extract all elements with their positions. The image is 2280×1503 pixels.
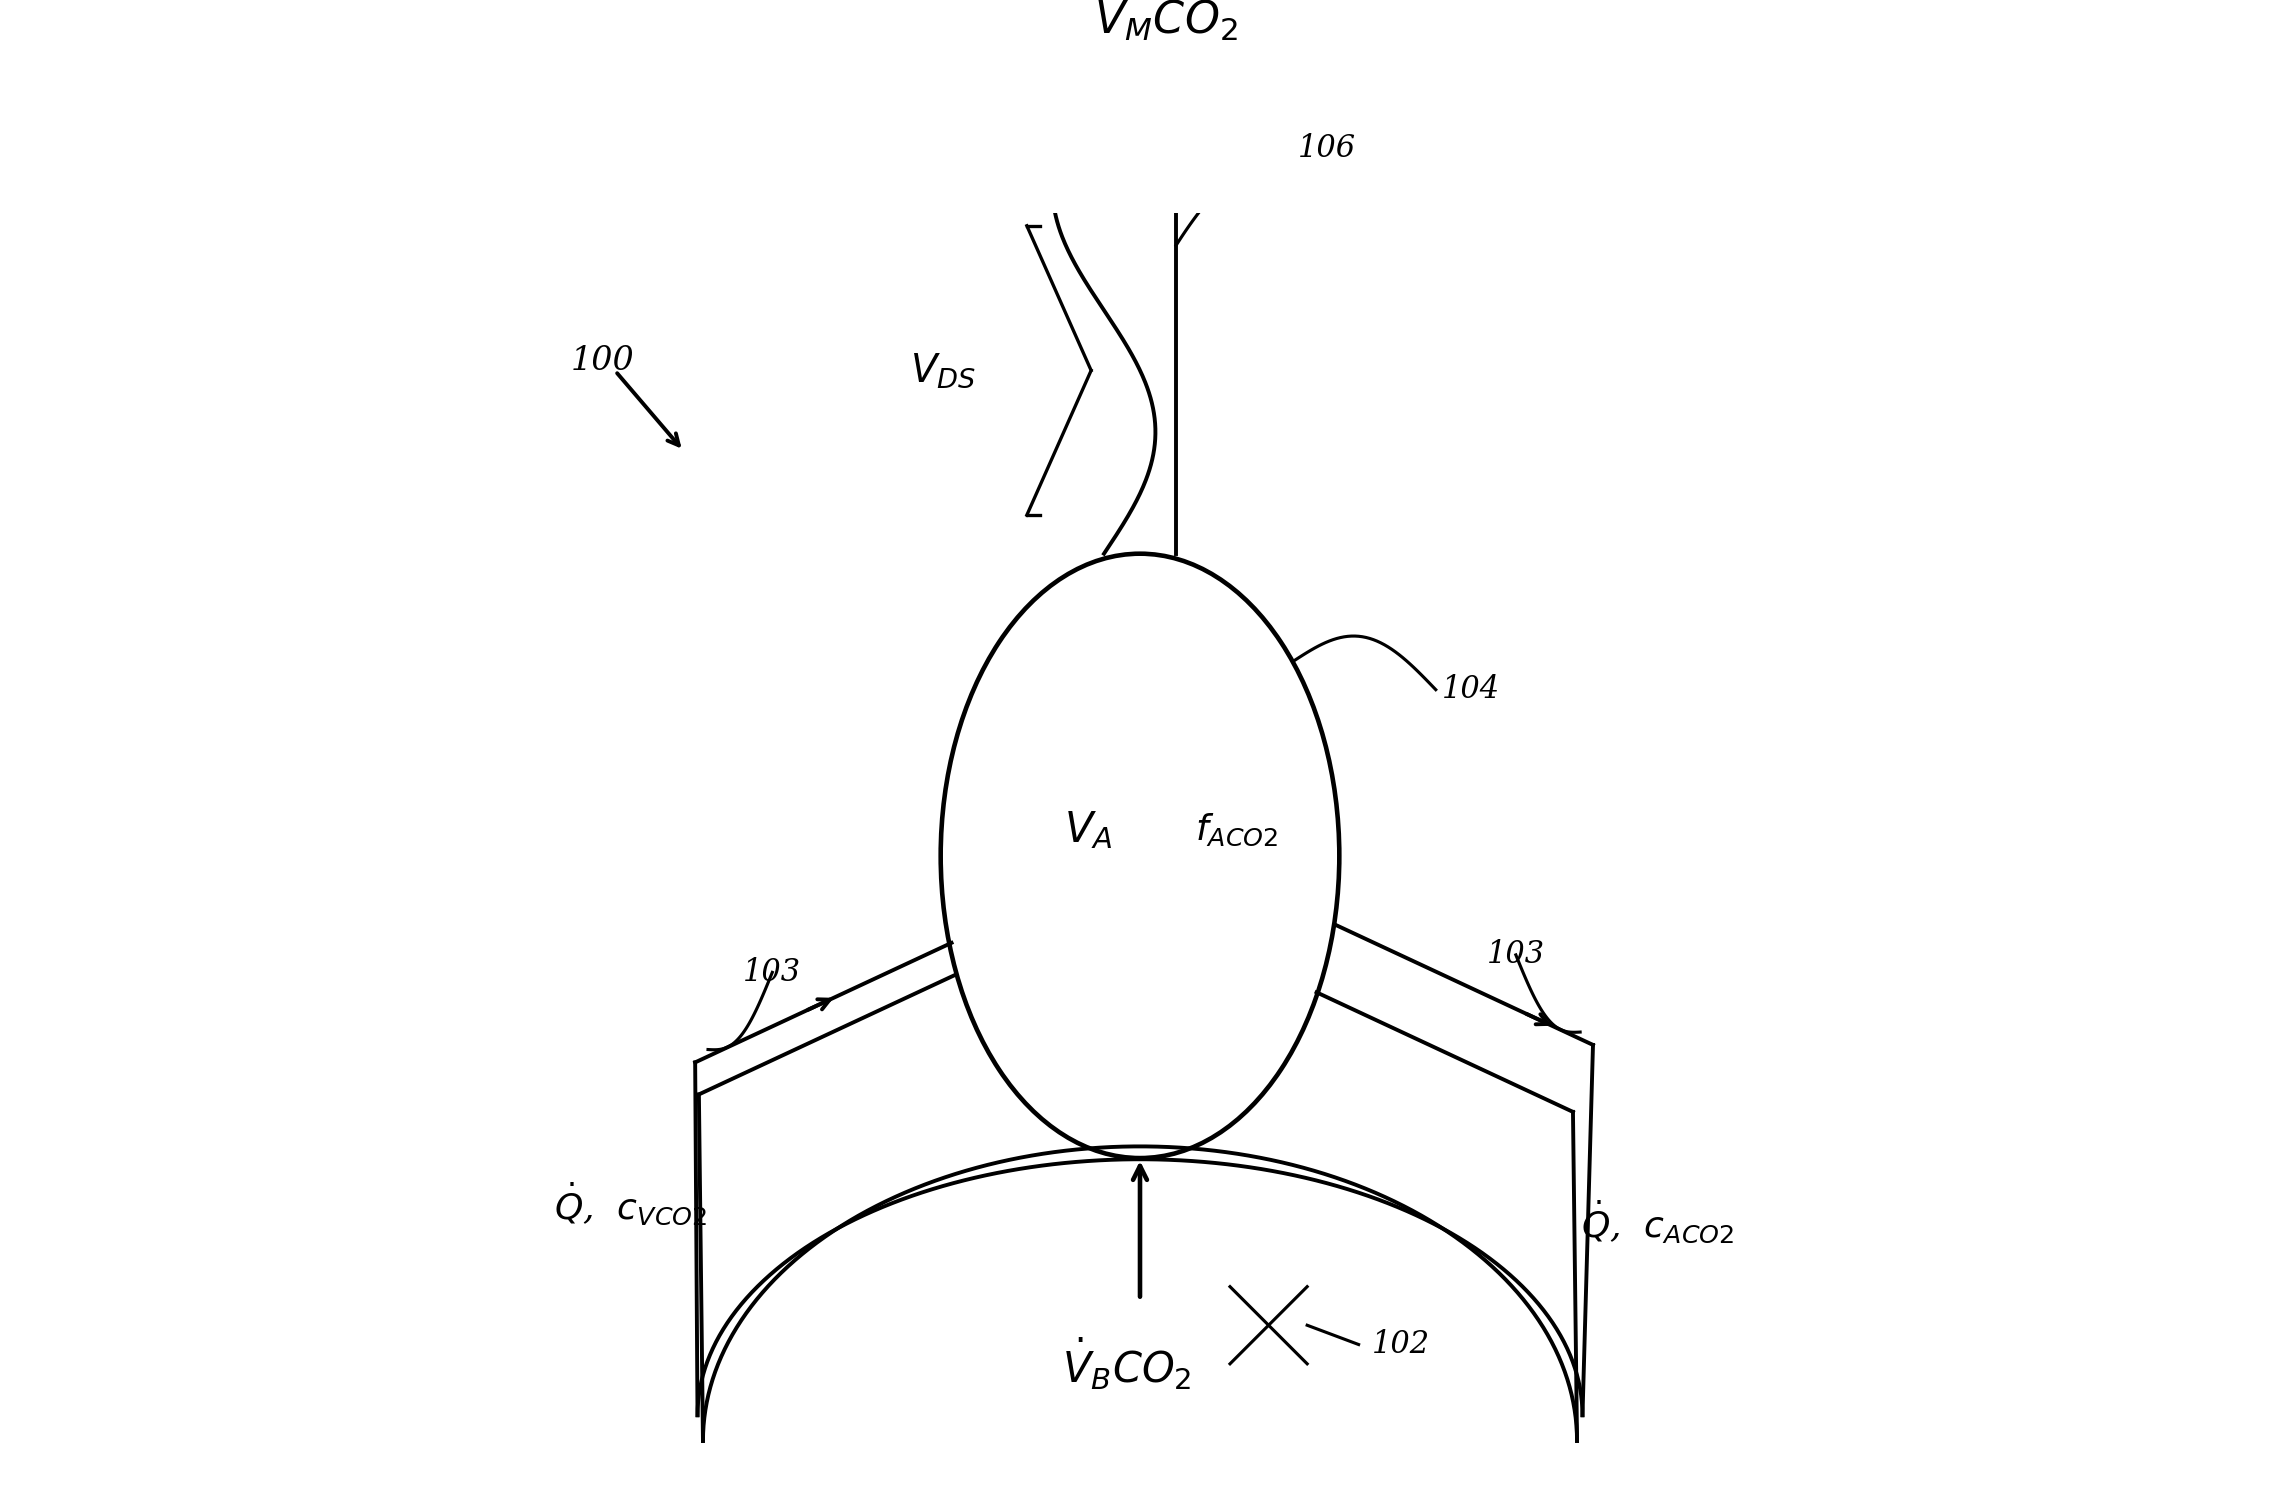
Text: $\dot{V}_MCO_2$: $\dot{V}_MCO_2$ <box>1094 0 1238 44</box>
Text: $\dot{V}_BCO_2$: $\dot{V}_BCO_2$ <box>1062 1336 1192 1392</box>
Text: 103: 103 <box>743 957 800 987</box>
Text: 106: 106 <box>1297 134 1357 164</box>
Text: 103: 103 <box>1487 939 1546 971</box>
Text: $\dot{Q}$,  $c_{VCO2}$: $\dot{Q}$, $c_{VCO2}$ <box>554 1180 707 1226</box>
Text: 102: 102 <box>1373 1329 1430 1360</box>
Text: $V_A$: $V_A$ <box>1065 809 1113 851</box>
Text: $\dot{Q}$,  $c_{ACO2}$: $\dot{Q}$, $c_{ACO2}$ <box>1580 1198 1733 1244</box>
Text: 104: 104 <box>1443 675 1500 705</box>
Text: $V_{DS}$: $V_{DS}$ <box>910 352 976 389</box>
Text: $f_{ACO2}$: $f_{ACO2}$ <box>1195 812 1279 848</box>
Text: 100: 100 <box>570 344 634 377</box>
